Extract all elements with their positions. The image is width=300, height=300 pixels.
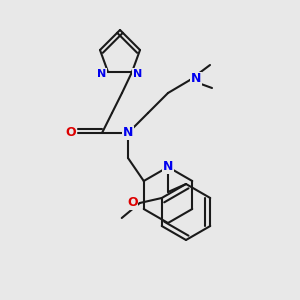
Text: N: N — [123, 127, 133, 140]
Text: N: N — [191, 73, 201, 85]
Text: O: O — [127, 196, 138, 209]
Text: N: N — [133, 69, 142, 79]
Text: N: N — [97, 69, 106, 79]
Text: O: O — [65, 127, 76, 140]
Text: N: N — [163, 160, 173, 173]
